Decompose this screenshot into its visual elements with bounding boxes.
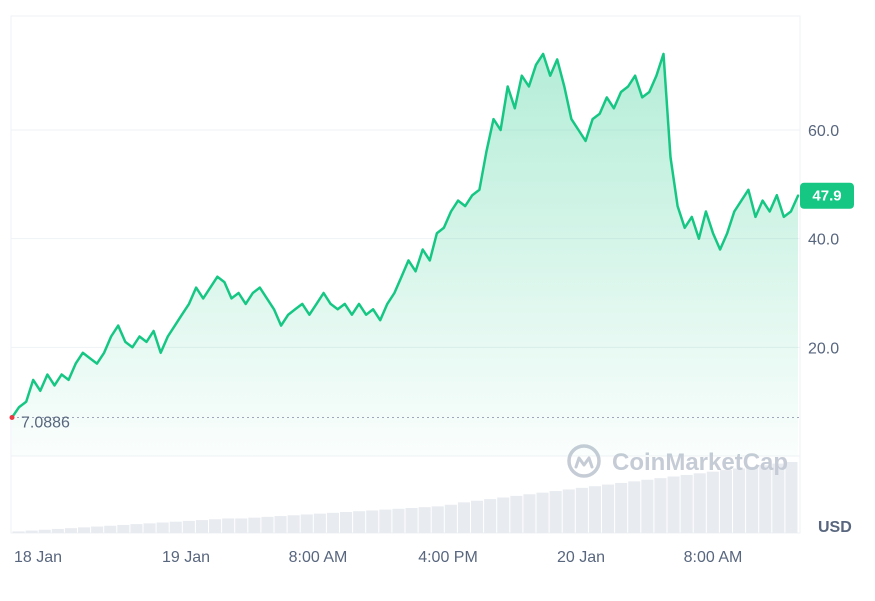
volume-bar <box>772 463 785 533</box>
volume-bar <box>379 509 392 533</box>
volume-bar <box>602 484 615 533</box>
volume-bar <box>392 508 405 533</box>
x-tick-label: 18 Jan <box>14 549 62 566</box>
volume-bar <box>405 507 418 533</box>
x-tick-label: 8:00 AM <box>684 549 743 566</box>
volume-bar <box>497 497 510 533</box>
current-price-tag: 47.9 <box>800 182 854 209</box>
volume-bar <box>759 465 772 533</box>
y-tick-label: 20.0 <box>808 340 839 357</box>
x-tick-label: 19 Jan <box>162 549 210 566</box>
x-tick-label: 20 Jan <box>557 549 605 566</box>
volume-bar <box>549 491 562 533</box>
volume-bar <box>693 473 706 533</box>
volume-bar <box>169 521 182 533</box>
volume-bar <box>287 515 300 533</box>
volume-bar <box>248 517 261 533</box>
volume-bar <box>274 516 287 533</box>
x-tick-label: 4:00 PM <box>418 549 478 566</box>
price-area <box>12 53 798 457</box>
y-axis: 20.0 40.0 60.0 <box>808 123 839 357</box>
volume-bar <box>366 510 379 533</box>
volume-bar <box>104 525 117 533</box>
current-price-tag-bg <box>800 182 854 209</box>
volume-bar <box>235 518 248 533</box>
volume-bar <box>733 468 746 533</box>
volume-bar <box>91 526 104 533</box>
volume-bar <box>38 529 51 533</box>
volume-bar <box>156 522 169 533</box>
price-line <box>10 52 800 419</box>
volume-bar <box>628 481 641 533</box>
volume-bar <box>444 504 457 533</box>
volume-bar <box>326 512 339 533</box>
volume-bar <box>615 482 628 533</box>
volume-bar <box>457 502 470 533</box>
volume-bar <box>51 528 64 533</box>
volume-bar <box>64 528 77 533</box>
x-tick-label: 8:00 AM <box>289 549 348 566</box>
volume-bar <box>588 486 601 533</box>
volume-bar <box>680 474 693 533</box>
volume-bar <box>261 516 274 533</box>
y-tick-label: 60.0 <box>808 123 839 140</box>
volume-bars <box>12 462 798 533</box>
volume-bar <box>78 527 91 533</box>
open-price-marker <box>9 414 15 420</box>
volume-bar <box>222 518 235 533</box>
volume-bar <box>418 507 431 533</box>
volume-bar <box>641 479 654 533</box>
volume-bar <box>340 512 353 533</box>
volume-bar <box>195 520 208 533</box>
volume-bar <box>523 494 536 533</box>
volume-bar <box>130 524 143 533</box>
volume-bar <box>785 462 798 533</box>
volume-bar <box>484 499 497 533</box>
volume-bar <box>117 524 130 533</box>
volume-bar <box>431 506 444 533</box>
x-axis: 18 Jan 19 Jan 8:00 AM 4:00 PM 20 Jan 8:00 AM <box>14 549 742 566</box>
volume-bar <box>746 466 759 533</box>
volume-bar <box>209 519 222 533</box>
volume-bar <box>353 511 366 533</box>
volume-bar <box>706 471 719 533</box>
volume-bar <box>25 530 38 533</box>
volume-bar <box>536 492 549 533</box>
y-tick-label: 40.0 <box>808 232 839 249</box>
currency-label: USD <box>818 519 852 536</box>
volume-bar <box>719 470 732 533</box>
volume-bar <box>12 531 25 533</box>
volume-bar <box>313 513 326 533</box>
volume-bar <box>575 487 588 533</box>
volume-bar <box>471 500 484 533</box>
volume-bar <box>510 495 523 533</box>
volume-bar <box>667 476 680 533</box>
open-price-label: 7.0886 <box>21 414 70 431</box>
volume-bar <box>300 514 313 533</box>
volume-bar <box>654 478 667 533</box>
volume-bar <box>182 520 195 533</box>
volume-bar <box>143 523 156 533</box>
volume-bar <box>562 489 575 533</box>
current-price-value: 47.9 <box>812 188 841 205</box>
